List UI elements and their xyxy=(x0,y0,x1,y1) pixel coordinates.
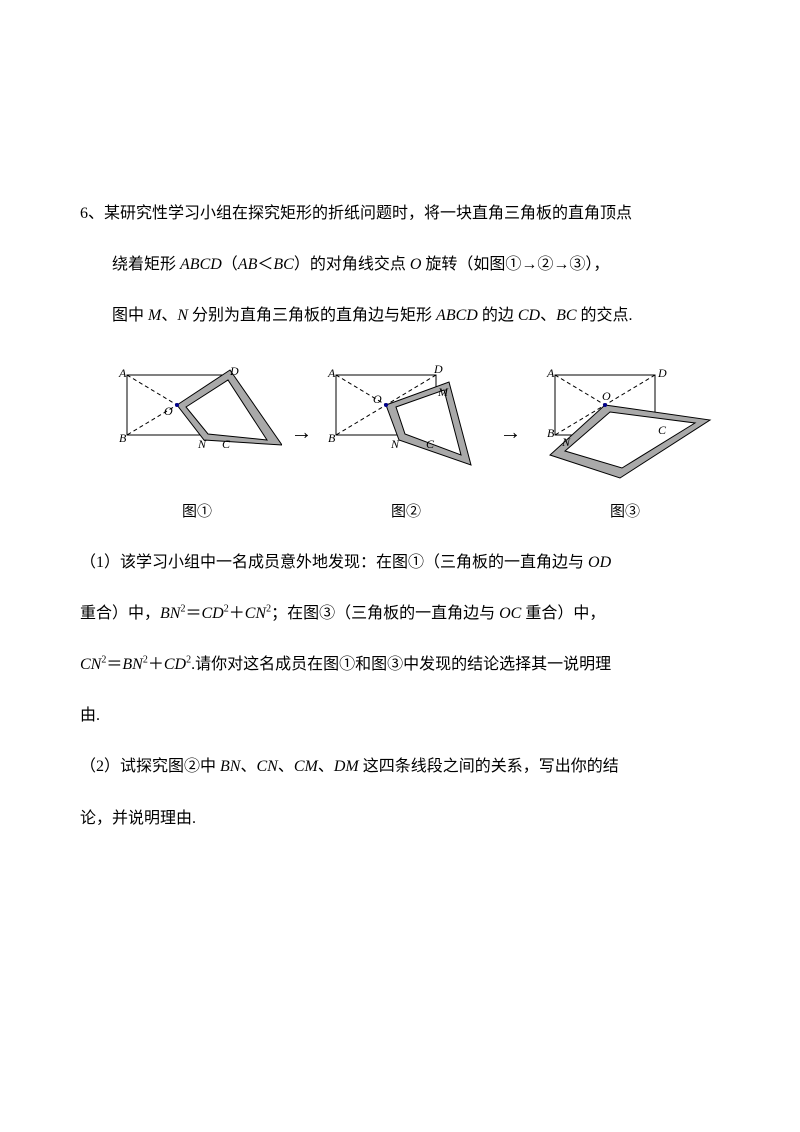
figure-3-svg: A D B C O N xyxy=(530,360,720,490)
svg-text:O: O xyxy=(164,404,173,418)
t: 这四条线段之间的关系，写出你的结 xyxy=(359,758,619,775)
var-oc: OC xyxy=(499,605,521,622)
t: 分别为直角三角板的直角边与矩形 xyxy=(188,307,436,324)
svg-text:B: B xyxy=(547,426,555,440)
q2-line1: （2）试探究图②中 BN、CN、CM、DM 这四条线段之间的关系，写出你的结 xyxy=(80,749,720,784)
svg-text:N: N xyxy=(561,435,571,449)
q1-line4: 由. xyxy=(80,698,720,733)
intro-para: 6、某研究性学习小组在探究矩形的折纸问题时，将一块直角三角板的直角顶点 xyxy=(80,196,720,231)
t: 的边 xyxy=(478,307,518,324)
svg-text:M: M xyxy=(437,385,449,399)
t: 重合）中， xyxy=(521,605,605,622)
q1-line1: （1）该学习小组中一名成员意外地发现：在图①（三角板的一直角边与 OD xyxy=(80,545,720,580)
var-bc2: BC xyxy=(556,307,576,324)
svg-text:D: D xyxy=(657,366,667,380)
t: 该学习小组中一名成员意外地发现：在图①（三角板的一直角边与 xyxy=(120,554,588,571)
problem-number: 6、 xyxy=(80,205,104,222)
t: 、 xyxy=(278,758,294,775)
t: 试探究图②中 xyxy=(120,758,220,775)
t: 的交点. xyxy=(577,307,633,324)
var-bn2: BN xyxy=(122,656,142,673)
t: ＝ xyxy=(185,605,201,622)
svg-text:O: O xyxy=(602,389,611,403)
figure-2-svg: A D B C O M N xyxy=(321,360,491,490)
svg-text:N: N xyxy=(197,437,207,451)
svg-text:C: C xyxy=(426,437,435,451)
fig2-label: 图② xyxy=(391,496,421,529)
t: ；在图③（三角板的一直角边与 xyxy=(271,605,499,622)
q1-line2: 重合）中，BN2＝CD2＋CN2；在图③（三角板的一直角边与 OC 重合）中， xyxy=(80,596,720,631)
arrow-icon-2: → xyxy=(496,408,526,480)
t: （ xyxy=(222,256,238,273)
var-abcd: ABCD xyxy=(180,256,222,273)
var-od: OD xyxy=(588,554,611,571)
var-bc: BC xyxy=(273,256,293,273)
figure-1-svg: A D B C O N xyxy=(112,360,282,490)
svg-text:A: A xyxy=(546,366,555,380)
page-content: 6、某研究性学习小组在探究矩形的折纸问题时，将一块直角三角板的直角顶点 绕着矩形… xyxy=(0,0,800,836)
svg-text:A: A xyxy=(327,366,336,380)
t: 图中 xyxy=(112,307,148,324)
intro-line3: 图中 M、N 分别为直角三角板的直角边与矩形 ABCD 的边 CD、BC 的交点… xyxy=(80,298,720,333)
q2-num: （2） xyxy=(80,758,120,775)
t: 论，并说明理由. xyxy=(80,810,196,827)
q1-num: （1） xyxy=(80,554,120,571)
svg-text:O: O xyxy=(373,392,382,406)
t: ＋ xyxy=(148,656,164,673)
figure-1: A D B C O N 图① xyxy=(112,360,282,529)
t: 绕着矩形 xyxy=(112,256,180,273)
fig3-label: 图③ xyxy=(610,496,640,529)
svg-text:D: D xyxy=(229,364,239,378)
var-bn: BN xyxy=(160,605,180,622)
t: 、 xyxy=(161,307,177,324)
var-cn: CN xyxy=(245,605,266,622)
var-cn2: CN xyxy=(80,656,101,673)
var-cd: CD xyxy=(518,307,540,324)
var-n: N xyxy=(177,307,188,324)
t: ＝ xyxy=(106,656,122,673)
t: 重合）中， xyxy=(80,605,160,622)
var-cd3: CD xyxy=(164,656,186,673)
arrow-icon: → xyxy=(287,408,317,480)
var-ab: AB xyxy=(238,256,258,273)
intro-line2: 绕着矩形 ABCD（AB＜BC）的对角线交点 O 旋转（如图①→②→③）， xyxy=(80,247,720,282)
figure-2: A D B C O M N 图② xyxy=(321,360,491,529)
t: 旋转（如图①→②→③）， xyxy=(421,256,609,273)
var-dm: DM xyxy=(334,758,359,775)
t: 、 xyxy=(318,758,334,775)
var-m: M xyxy=(148,307,161,324)
t: ＋ xyxy=(229,605,245,622)
var-o: O xyxy=(410,256,422,273)
figure-3: A D B C O N 图③ xyxy=(530,360,720,529)
var-cn3: CN xyxy=(257,758,278,775)
q2-line2: 论，并说明理由. xyxy=(80,801,720,836)
t: ）的对角线交点 xyxy=(294,256,410,273)
t: 、 xyxy=(540,307,556,324)
svg-text:A: A xyxy=(118,366,127,380)
svg-text:C: C xyxy=(658,423,667,437)
t: ＜ xyxy=(257,256,273,273)
figure-row: A D B C O N 图① → A D B C xyxy=(80,350,720,529)
intro-text-1: 某研究性学习小组在探究矩形的折纸问题时，将一块直角三角板的直角顶点 xyxy=(104,205,632,222)
t: .请你对这名成员在图①和图③中发现的结论选择其一说明理 xyxy=(191,656,611,673)
var-cd2: CD xyxy=(201,605,223,622)
var-abcd2: ABCD xyxy=(436,307,478,324)
svg-text:N: N xyxy=(390,437,400,451)
var-cm: CM xyxy=(294,758,318,775)
fig1-label: 图① xyxy=(182,496,212,529)
var-bn3: BN xyxy=(220,758,240,775)
t: 、 xyxy=(240,758,256,775)
svg-text:B: B xyxy=(328,431,336,445)
q1-line3: CN2＝BN2＋CD2.请你对这名成员在图①和图③中发现的结论选择其一说明理 xyxy=(80,647,720,682)
svg-text:C: C xyxy=(222,437,231,451)
svg-text:B: B xyxy=(119,431,127,445)
t: 由. xyxy=(80,707,100,724)
svg-text:D: D xyxy=(433,362,443,376)
